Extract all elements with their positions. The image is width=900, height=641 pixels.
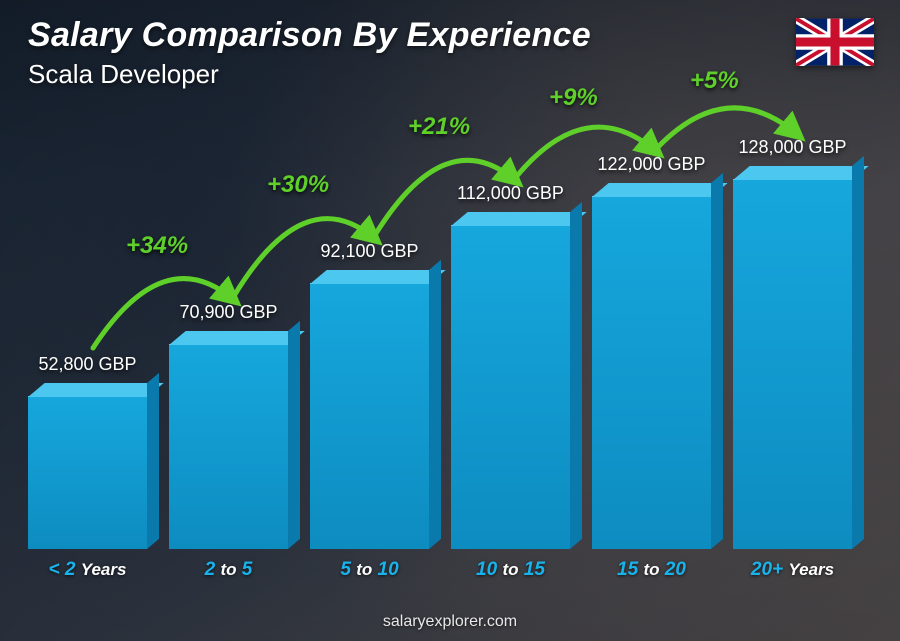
bar-side-face <box>429 260 441 549</box>
bar-value-label: 122,000 GBP <box>597 154 705 175</box>
bar: 122,000 GBP <box>592 196 711 549</box>
category-label: 20+ Years <box>751 559 834 581</box>
footer-credit: salaryexplorer.com <box>0 613 900 631</box>
bar-top-face <box>310 270 445 284</box>
bar-wrap: 70,900 GBP <box>161 111 296 549</box>
bar: 92,100 GBP <box>310 283 429 549</box>
bar-value-label: 70,900 GBP <box>179 302 277 323</box>
bar-column: 112,000 GBP 10 to 15 <box>443 111 578 581</box>
bar-column: 122,000 GBP 15 to 20 <box>584 111 719 581</box>
page-title: Salary Comparison By Experience <box>28 16 591 55</box>
bar-side-face <box>147 373 159 549</box>
bar-side-face <box>570 202 582 549</box>
bar-value-label: 52,800 GBP <box>38 354 136 375</box>
bar-value-label: 128,000 GBP <box>738 137 846 158</box>
bar-top-face <box>592 183 727 197</box>
bar: 52,800 GBP <box>28 396 147 549</box>
bar-value-label: 112,000 GBP <box>457 183 564 204</box>
bar-column: 128,000 GBP 20+ Years <box>725 111 860 581</box>
bar-wrap: 92,100 GBP <box>302 111 437 549</box>
bar-top-face <box>28 383 163 397</box>
infographic-canvas: Salary Comparison By Experience Scala De… <box>0 0 900 641</box>
uk-flag-icon <box>796 18 874 66</box>
bar-top-face <box>169 331 304 345</box>
bar-side-face <box>711 173 723 549</box>
growth-pct-label: +5% <box>690 67 739 95</box>
category-label: 5 to 10 <box>340 559 398 581</box>
bar-chart: 52,800 GBP < 2 Years 70,900 GBP 2 to 5 92,10… <box>20 111 860 581</box>
bar-side-face <box>852 156 864 549</box>
category-label: 15 to 20 <box>617 559 686 581</box>
bar-wrap: 122,000 GBP <box>584 111 719 549</box>
bar: 112,000 GBP <box>451 225 570 549</box>
category-label: 2 to 5 <box>205 559 253 581</box>
category-label: < 2 Years <box>49 559 127 581</box>
bar-value-label: 92,100 GBP <box>320 241 418 262</box>
bar: 128,000 GBP <box>733 179 852 549</box>
bar-wrap: 128,000 GBP <box>725 111 860 549</box>
title-block: Salary Comparison By Experience Scala De… <box>28 16 591 90</box>
bar-side-face <box>288 321 300 549</box>
page-subtitle: Scala Developer <box>28 59 591 90</box>
bar-wrap: 112,000 GBP <box>443 111 578 549</box>
bar-column: 52,800 GBP < 2 Years <box>20 111 155 581</box>
bar-wrap: 52,800 GBP <box>20 111 155 549</box>
bar-top-face <box>733 166 868 180</box>
bar-column: 70,900 GBP 2 to 5 <box>161 111 296 581</box>
bar-column: 92,100 GBP 5 to 10 <box>302 111 437 581</box>
bar-top-face <box>451 212 586 226</box>
category-label: 10 to 15 <box>476 559 545 581</box>
bar: 70,900 GBP <box>169 344 288 549</box>
